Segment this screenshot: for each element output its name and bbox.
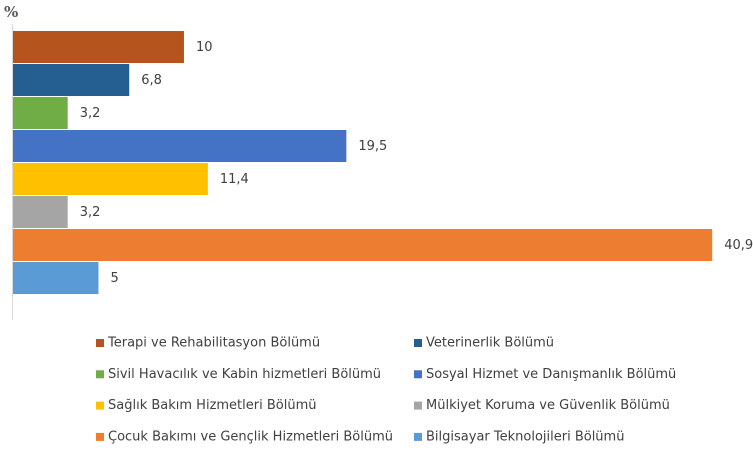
data-label: 3,2 (80, 106, 101, 121)
legend-swatch (96, 370, 104, 379)
legend-label: Veterinerlik Bölümü (426, 336, 554, 351)
legend-swatch (414, 339, 422, 347)
data-label: 40,9 (724, 238, 753, 253)
bar (13, 31, 184, 63)
bar (13, 64, 130, 96)
data-label: 3,2 (80, 205, 101, 220)
legend-label: Bilgisayar Teknolojileri Bölümü (426, 429, 624, 444)
legend-label: Mülkiyet Koruma ve Güvenlik Bölümü (426, 398, 670, 413)
legend-swatch (414, 370, 422, 379)
data-label: 10 (196, 40, 213, 55)
legend-label: Sağlık Bakım Hizmetleri Bölümü (108, 398, 316, 413)
legend-swatch (96, 401, 104, 410)
data-label: 5 (110, 271, 118, 286)
legend-label: Terapi ve Rehabilitasyon Bölümü (107, 336, 320, 351)
legend-swatch (414, 432, 422, 441)
data-label: 11,4 (220, 172, 249, 187)
legend-swatch (414, 401, 422, 410)
legend-label: Sivil Havacılık ve Kabin hizmetleri Bölü… (108, 367, 381, 382)
legend-label: Sosyal Hizmet ve Danışmanlık Bölümü (426, 367, 676, 382)
bar (13, 262, 99, 294)
legend-swatch (96, 339, 104, 347)
axis-label: % (4, 3, 18, 21)
bar (13, 130, 347, 162)
legend-swatch (96, 432, 104, 441)
bar (13, 163, 208, 195)
bar (13, 196, 68, 228)
bar (13, 97, 68, 129)
bar (13, 229, 713, 261)
data-label: 6,8 (141, 73, 162, 88)
data-label: 19,5 (358, 139, 387, 154)
legend-label: Çocuk Bakımı ve Gençlik Hizmetleri Bölüm… (108, 429, 393, 444)
